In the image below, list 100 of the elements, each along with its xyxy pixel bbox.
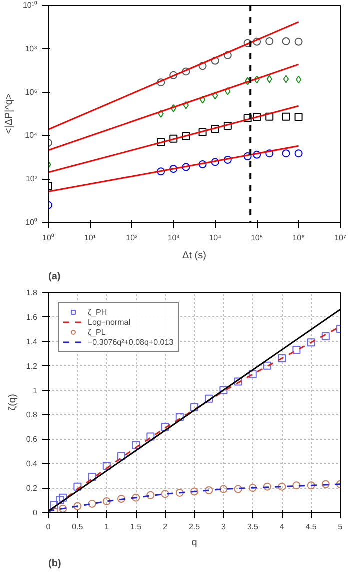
point [198,160,207,169]
point [278,354,286,362]
point [182,68,190,76]
point [220,485,228,494]
x-tick-label: 10⁰ [42,234,54,242]
point [292,482,301,490]
point [200,96,206,104]
point [176,488,184,497]
point [294,38,303,46]
point [176,413,184,422]
x-tick-label: 5 [338,522,344,532]
point [296,76,302,84]
point [264,362,272,370]
y-tick-label: 0.8 [26,410,38,420]
point [170,104,176,112]
point [56,496,64,504]
text: (a) [48,272,61,282]
x-tick-label: 3.5 [247,522,260,532]
point [225,87,231,96]
point [198,128,207,137]
point [322,480,330,488]
legend-label: −0.3076q²+0.08q+0.013 [88,337,174,347]
point [190,488,198,496]
x-tick-label: 3 [221,522,226,532]
y-axis-title: <|ΔP|^q> [4,94,15,134]
y-tick-label: 1 [33,386,38,396]
point [182,163,190,172]
point [170,165,178,174]
point [183,101,190,110]
point [212,92,218,100]
x-tick-label: 10¹ [84,234,96,242]
point [254,76,260,84]
point [161,490,170,498]
y-tick-label: 10¹⁰ [22,1,38,10]
x-tick-label: 0.5 [72,522,84,532]
point [146,432,155,441]
point [220,386,228,394]
point [161,422,170,431]
point [283,75,290,84]
point [102,498,111,506]
y-axis-title: ζ(q) [7,394,18,411]
point [282,150,290,158]
x-tick-label: 10⁵ [250,234,264,242]
legend-label: ζ_PL [88,327,107,337]
x-tick-label: 4 [280,522,285,532]
point [322,332,330,340]
point [50,501,58,510]
y-tick-label: 10² [26,174,38,184]
point [74,482,82,491]
point [198,62,207,70]
y-tick-label: 0.6 [26,435,38,444]
y-tick-label: 10⁴ [25,131,38,140]
point [234,378,242,386]
point [74,502,82,510]
point [170,71,178,80]
point [205,486,214,494]
y-tick-label: 0 [33,508,38,518]
point [266,112,274,121]
y-tick-label: 0.4 [26,460,38,469]
point [278,482,286,491]
y-tick-label: 10⁸ [25,44,38,54]
point [307,338,316,347]
point [234,485,242,494]
point [294,113,303,122]
point [264,482,272,491]
x-tick-label: 10³ [168,234,180,242]
x-tick-label: 1 [104,522,110,532]
point [88,500,96,508]
x-axis-title: Δt (s) [182,250,206,262]
point [211,125,220,134]
y-tick-label: 1.4 [26,337,38,346]
x-tick-label: 2 [163,522,168,532]
point [266,37,274,46]
x-tick-label: 10⁷ [334,234,346,242]
point [118,495,126,504]
x-axis-title: q [192,538,198,548]
point [248,370,257,378]
point [59,504,68,512]
y-tick-label: 10⁰ [26,218,38,227]
legend-label: Log−normal [88,317,130,327]
point [282,37,290,46]
y-tick-label: 1.8 [26,288,38,298]
point [170,134,178,143]
point [146,491,155,500]
point [59,494,68,502]
y-tick-label: 0.2 [26,484,38,494]
point [307,482,316,490]
x-tick-label: 4.5 [306,522,318,532]
text: (b) [48,558,62,570]
y-tick-label: 1.6 [26,312,38,322]
point [253,38,262,46]
point [211,158,220,166]
x-tick-label: 10⁶ [292,234,305,242]
x-tick-label: 10⁴ [209,234,222,242]
point [253,150,262,159]
point [182,132,190,140]
point [248,484,257,492]
legend-label: ζ_PH [88,307,108,317]
point [266,150,274,158]
point [190,403,198,412]
